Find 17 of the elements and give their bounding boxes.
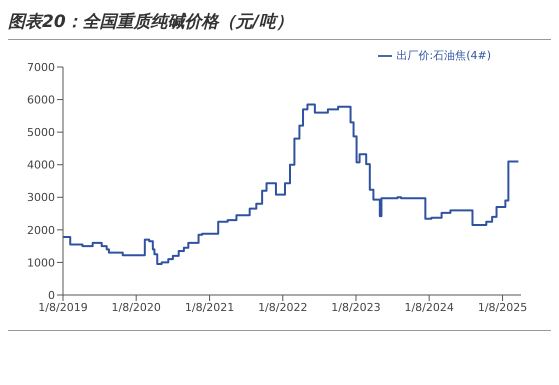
y-tick-label: 2000 xyxy=(27,224,55,237)
x-tick-label: 1/8/2022 xyxy=(258,300,308,314)
x-tick-label: 1/8/2019 xyxy=(38,300,88,314)
chart-title: 图表20：全国重质纯碱价格（元/吨） xyxy=(8,8,551,40)
y-tick-label: 5000 xyxy=(27,126,55,140)
legend-label: 出厂价:石油焦(4#) xyxy=(396,49,491,62)
x-tick-label: 1/8/2020 xyxy=(111,300,161,314)
y-tick-label: 1000 xyxy=(27,256,55,270)
y-tick-label: 4000 xyxy=(27,158,55,172)
y-tick-label: 0 xyxy=(48,288,55,302)
x-tick-label: 1/8/2024 xyxy=(404,300,454,314)
x-tick-label: 1/8/2025 xyxy=(478,300,528,314)
y-tick-label: 3000 xyxy=(27,191,55,204)
x-tick-label: 1/8/2023 xyxy=(331,300,381,314)
y-tick-label: 6000 xyxy=(27,93,55,106)
y-tick-label: 7000 xyxy=(27,60,55,74)
x-tick-label: 1/8/2021 xyxy=(184,300,234,314)
